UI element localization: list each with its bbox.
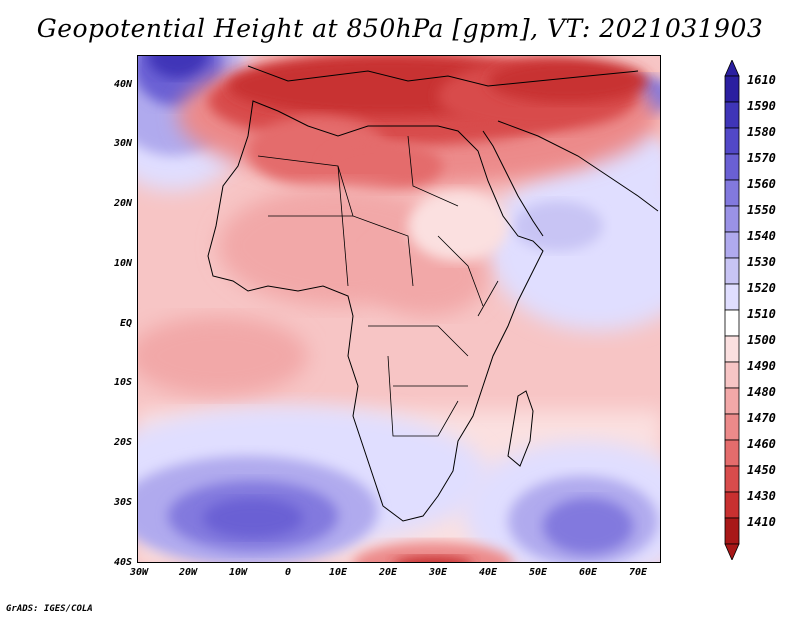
colorbar-level-label: 1510 [747,307,776,321]
colorbar-swatch [724,517,740,545]
lon-label: 30E [428,567,448,578]
chart-title: Geopotential Height at 850hPa [gpm], VT:… [36,14,764,43]
lat-label: 30N [113,138,132,149]
colorbar-swatch [724,361,740,389]
lon-label: 20W [178,567,198,578]
colorbar-level-label: 1610 [747,73,776,87]
colorbar-level-label: 1520 [747,281,776,295]
colorbar-swatch [724,491,740,519]
colorbar-swatch [724,127,740,155]
lat-label: 10N [113,258,132,269]
map-panel [137,55,661,563]
colorbar-swatch [724,179,740,207]
colorbar-swatch [724,413,740,441]
country-borders [257,135,499,437]
colorbar-level-label: 1560 [747,177,776,191]
lat-label: 30S [113,497,132,508]
colorbar-bottom-arrow [724,543,740,560]
colorbar-swatch [724,309,740,337]
colorbar-level-label: 1550 [747,203,776,217]
colorbar-level-label: 1470 [747,411,776,425]
colorbar-swatch [724,283,740,311]
colorbar-swatch [724,101,740,129]
colorbar-level-label: 1500 [747,333,776,347]
geopotential-field [138,56,660,562]
lon-label: 50E [528,567,548,578]
colorbar-level-label: 1460 [747,437,776,451]
colorbar-swatch [724,153,740,181]
colorbar-level-label: 1410 [747,515,776,529]
lat-label: EQ [119,318,132,329]
lat-label: 10S [113,377,132,388]
lat-label: 40S [113,557,132,568]
colorbar-swatch [724,75,740,103]
colorbar-swatch [724,387,740,415]
colorbar-level-label: 1530 [747,255,776,269]
colorbar-swatch [724,465,740,493]
colorbar-level-label: 1570 [747,151,776,165]
colorbar-level-label: 1430 [747,489,776,503]
colorbar-level-label: 1590 [747,99,776,113]
lon-label: 20E [378,567,398,578]
colorbar-level-label: 1580 [747,125,776,139]
colorbar-swatch [724,231,740,259]
lat-label: 20N [113,198,132,209]
colorbar-swatch [724,335,740,363]
lon-label: 70E [628,567,648,578]
coastlines [207,65,659,522]
lon-label: 60E [578,567,598,578]
colorbar-level-label: 1490 [747,359,776,373]
colorbar-swatch [724,257,740,285]
credit-text: GrADS: IGES/COLA [6,604,93,614]
colorbar-swatch [724,439,740,467]
colorbar-top-arrow [724,60,740,77]
colorbar-level-label: 1480 [747,385,776,399]
lon-label: 40E [478,567,498,578]
lon-label: 10W [228,567,248,578]
lon-label: 10E [328,567,348,578]
colorbar-level-label: 1540 [747,229,776,243]
colorbar [724,60,740,560]
lat-label: 20S [113,437,132,448]
colorbar-level-label: 1450 [747,463,776,477]
colorbar-swatch [724,205,740,233]
lon-label: 30W [129,567,149,578]
lon-label: 0 [284,567,292,578]
lat-label: 40N [113,79,132,90]
